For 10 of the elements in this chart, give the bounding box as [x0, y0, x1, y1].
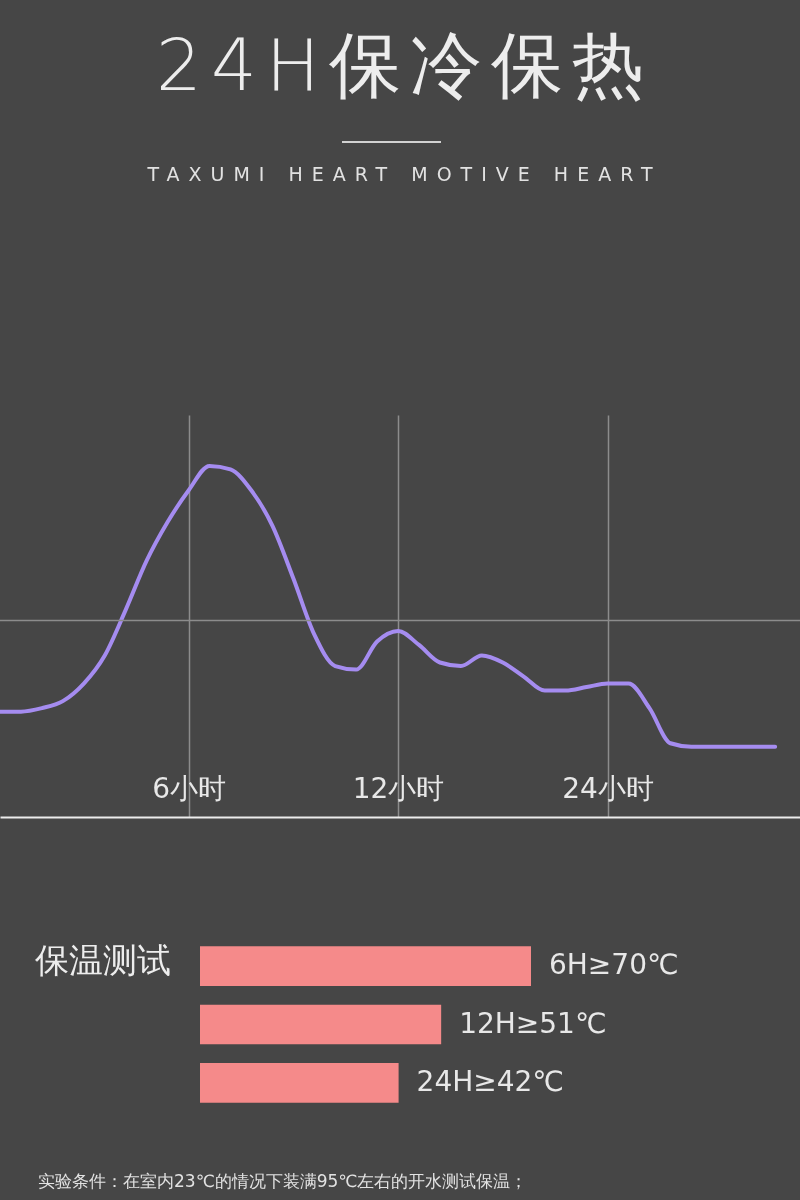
chart-title: 保温测试 — [35, 940, 171, 980]
data-label: 24H≥42℃ — [416, 1064, 564, 1098]
x-tick-label: 12小时 — [352, 771, 445, 805]
x-tick-label: 24小时 — [562, 771, 654, 805]
x-tick-label: 6小时 — [152, 771, 226, 805]
text: 实验条件：在室内23℃的情况下装满95℃左右的开水测试保温； — [38, 1170, 528, 1193]
data-label: 12H≥51℃ — [459, 1006, 607, 1040]
chart-title: 24H保冷保热 — [155, 23, 654, 107]
data-label: 6H≥70℃ — [549, 948, 679, 982]
chart-subtitle: TAXUMI HEART MOTIVE HEART — [146, 163, 663, 186]
